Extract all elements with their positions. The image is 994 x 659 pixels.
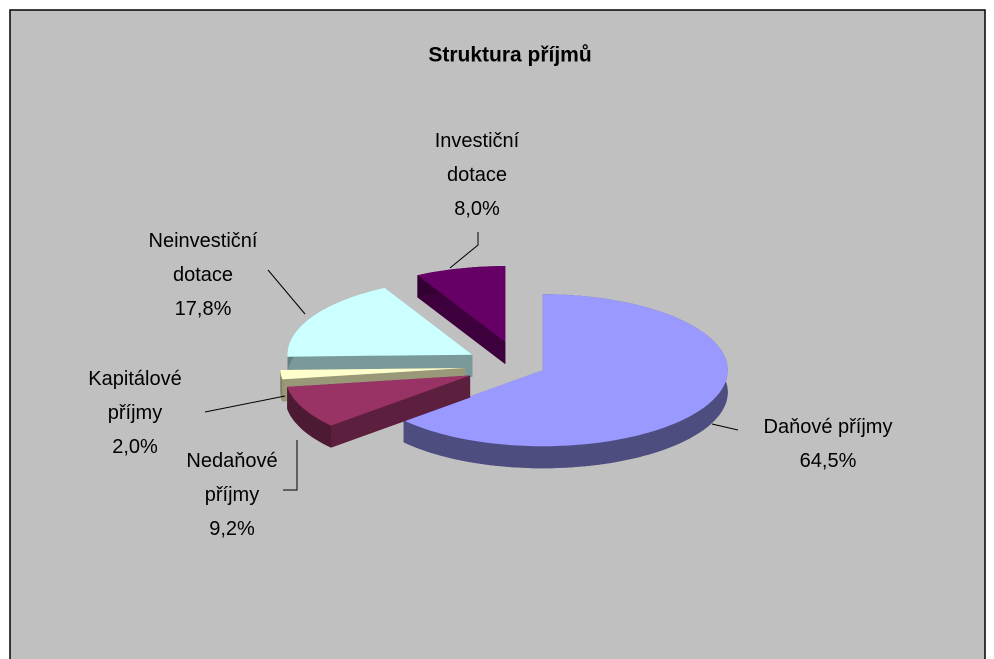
data-label: Investiční dotace 8,0% (422, 124, 532, 226)
slice-wall (287, 386, 331, 448)
slice-top (280, 368, 466, 380)
slice-wall (280, 370, 283, 402)
category-label: Kapitálové příjmy (88, 368, 182, 424)
value-label: 8,0% (454, 198, 500, 220)
leader-line (283, 440, 298, 491)
leader-line (204, 395, 286, 413)
chart-title: Struktura příjmů (428, 44, 591, 67)
slice-top (403, 294, 728, 447)
value-label: 64,5% (799, 450, 857, 472)
value-label: 17,8% (174, 298, 232, 320)
slice-wall (403, 294, 728, 469)
category-label: Investiční dotace (434, 130, 520, 186)
data-label: Nedaňové příjmy 9,2% (177, 444, 287, 546)
category-label: Daňové příjmy (763, 416, 893, 438)
leader-line (267, 269, 306, 315)
slice-face (417, 275, 506, 365)
data-label: Daňové příjmy 64,5% (728, 410, 928, 478)
data-label: Kapitálové příjmy 2,0% (80, 362, 190, 464)
value-label: 9,2% (209, 518, 255, 540)
value-label: 2,0% (112, 436, 158, 458)
category-label: Nedaňové příjmy (186, 450, 278, 506)
category-label: Neinvestiční dotace (148, 230, 258, 286)
data-label: Neinvestiční dotace 17,8% (143, 224, 263, 326)
leader-line (711, 423, 739, 431)
leader-lines (204, 232, 739, 491)
slice-top (417, 266, 506, 343)
pie (280, 266, 728, 469)
leader-line (449, 232, 479, 269)
slice-top (287, 287, 473, 357)
slice-top (287, 375, 471, 426)
